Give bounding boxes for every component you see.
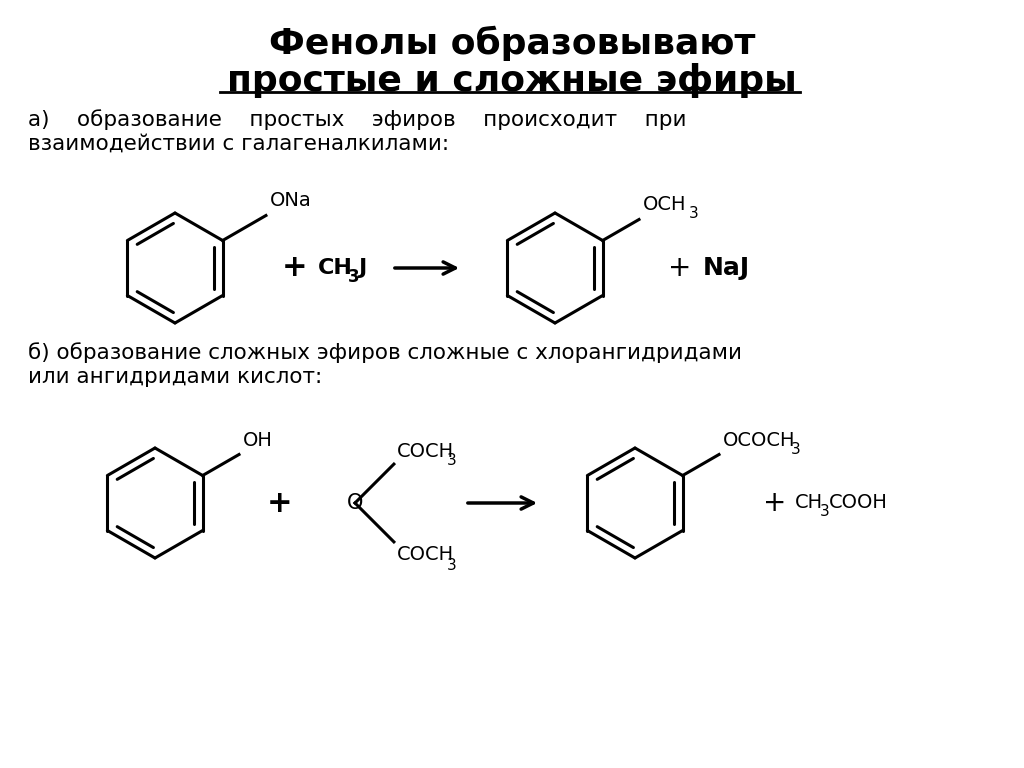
Text: 3: 3 — [446, 558, 457, 573]
Text: б) образование сложных эфиров сложные с хлорангидридами: б) образование сложных эфиров сложные с … — [28, 343, 742, 363]
Text: 3: 3 — [446, 453, 457, 468]
Text: +: + — [763, 489, 786, 517]
Text: OH: OH — [243, 431, 272, 449]
Text: COCH: COCH — [397, 442, 454, 461]
Text: 3: 3 — [791, 442, 801, 456]
Text: +: + — [283, 253, 308, 283]
Text: ONa: ONa — [270, 191, 311, 210]
Text: 3: 3 — [348, 268, 359, 286]
Text: 3: 3 — [689, 207, 698, 221]
Text: CH: CH — [795, 494, 823, 512]
Text: а)    образование    простых    эфиров    происходит    при: а) образование простых эфиров происходит… — [28, 110, 686, 131]
Text: COOH: COOH — [829, 494, 888, 512]
Text: CH: CH — [318, 258, 353, 278]
Text: +: + — [267, 488, 293, 518]
Text: простые и сложные эфиры: простые и сложные эфиры — [227, 62, 797, 98]
Text: или ангидридами кислот:: или ангидридами кислот: — [28, 367, 323, 387]
Text: 3: 3 — [820, 505, 829, 519]
Text: взаимодействии с галагеналкилами:: взаимодействии с галагеналкилами: — [28, 134, 450, 154]
Text: +: + — [669, 254, 691, 282]
Text: NaJ: NaJ — [703, 256, 751, 280]
Text: OCOCH: OCOCH — [723, 431, 796, 449]
Text: J: J — [358, 258, 367, 278]
Text: COCH: COCH — [397, 545, 454, 564]
Text: Фенолы образовывают: Фенолы образовывают — [269, 25, 755, 61]
Text: OCH: OCH — [643, 196, 686, 214]
Text: O: O — [347, 493, 364, 513]
